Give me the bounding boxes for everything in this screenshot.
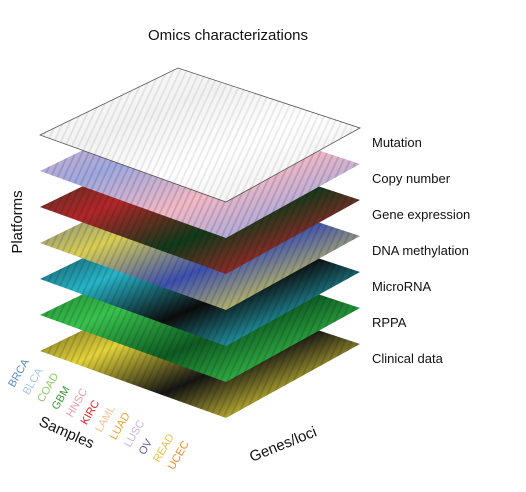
- cancer-type-label: OV: [137, 437, 156, 457]
- layer-stack: Clinical data RPPA MicroRNA DNA methylation…: [38, 67, 470, 418]
- title: Omics characterizations: [148, 27, 308, 44]
- layer-label: MicroRNA: [372, 279, 432, 294]
- platforms-label: Platforms: [9, 190, 26, 253]
- layer-label: DNA methylation: [372, 243, 469, 258]
- layer-label: Clinical data: [372, 351, 444, 366]
- genes-label: Genes/loci: [247, 423, 319, 465]
- layer-label: Mutation: [372, 135, 422, 150]
- layer-label: Gene expression: [372, 207, 470, 222]
- layer-label: RPPA: [372, 315, 407, 330]
- layer-label: Copy number: [372, 171, 451, 186]
- layer-texture: [40, 68, 360, 202]
